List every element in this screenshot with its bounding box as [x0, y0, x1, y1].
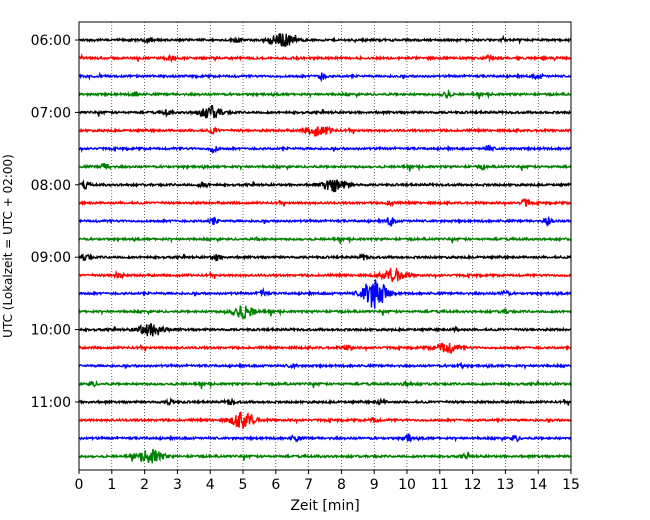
x-tick-label: 3	[173, 477, 182, 493]
x-tick-label: 7	[304, 477, 313, 493]
x-tick-label: 9	[370, 477, 379, 493]
trace-1030	[78, 361, 572, 371]
trace-0745	[78, 163, 572, 172]
trace-1115	[78, 411, 572, 429]
y-tick-label: 08:00	[31, 178, 71, 194]
trace-1045	[78, 379, 572, 389]
x-tick-label: 2	[140, 477, 149, 493]
trace-1000	[78, 322, 572, 337]
trace-0800	[78, 179, 572, 193]
trace-0715	[78, 125, 572, 137]
trace-0900	[78, 253, 572, 262]
trace-0700	[78, 104, 572, 119]
trace-0915	[78, 266, 572, 282]
x-tick-label: 14	[529, 477, 547, 493]
trace-1130	[78, 432, 572, 444]
x-tick-label: 4	[206, 477, 215, 493]
x-tick-label: 11	[431, 477, 449, 493]
y-axis-label: UTC (Lokalzeit = UTC + 02:00)	[1, 154, 15, 338]
y-axis-ticks: 06:00 07:00 08:00 09:00 10:00 11:00	[31, 33, 79, 411]
y-tick-label: 10:00	[31, 323, 71, 339]
trace-1015	[78, 342, 572, 355]
x-tick-label: 6	[271, 477, 280, 493]
trace-0600	[78, 33, 572, 48]
trace-0930	[78, 279, 572, 309]
trace-1100	[78, 396, 572, 407]
x-tick-label: 8	[337, 477, 346, 493]
trace-0630	[78, 71, 572, 83]
trace-0815	[78, 197, 572, 208]
x-tick-label: 0	[75, 477, 84, 493]
x-tick-label: 13	[496, 477, 514, 493]
x-tick-label: 15	[562, 477, 580, 493]
trace-0645	[78, 88, 572, 100]
x-tick-label: 5	[239, 477, 248, 493]
trace-1145	[78, 448, 572, 464]
trace-0945	[78, 305, 572, 320]
x-tick-label: 12	[464, 477, 482, 493]
trace-0830	[78, 216, 572, 228]
y-tick-label: 07:00	[31, 105, 71, 121]
x-axis-label: Zeit [min]	[290, 498, 359, 514]
trace-0730	[78, 143, 572, 154]
y-tick-label: 11:00	[31, 395, 71, 411]
x-axis-ticks: 0 1 2 3 4 5 6 7 8 9 10 11 12 13 14 15	[75, 470, 580, 493]
trace-0845	[78, 235, 572, 245]
y-tick-label: 09:00	[31, 250, 71, 266]
trace-layer	[78, 33, 572, 464]
x-tick-label: 10	[398, 477, 416, 493]
trace-0615	[78, 52, 572, 64]
y-tick-label: 06:00	[31, 33, 71, 49]
x-tick-label: 1	[107, 477, 116, 493]
plot-frame	[78, 21, 572, 471]
